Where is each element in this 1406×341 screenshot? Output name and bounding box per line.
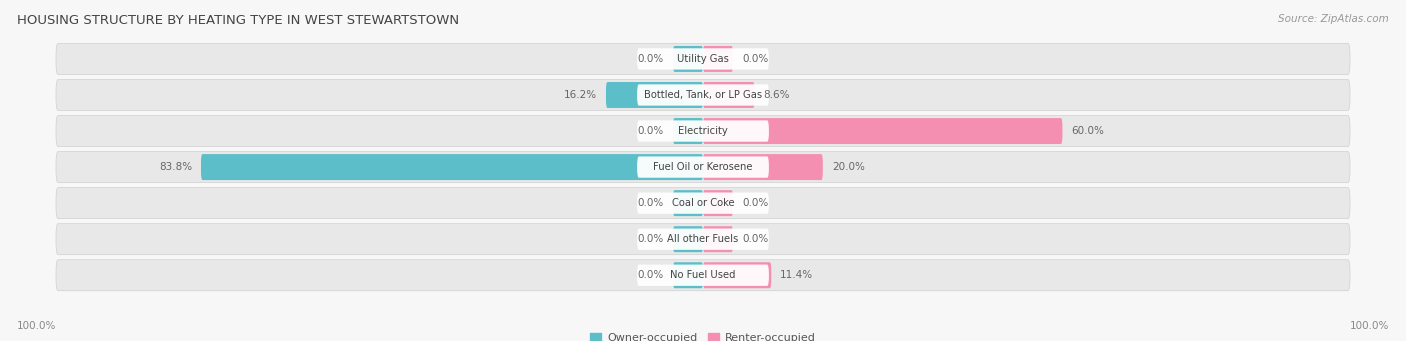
Text: No Fuel Used: No Fuel Used (671, 270, 735, 280)
Text: 0.0%: 0.0% (638, 126, 664, 136)
FancyBboxPatch shape (673, 118, 703, 144)
FancyBboxPatch shape (56, 188, 1350, 219)
FancyBboxPatch shape (673, 190, 703, 216)
Text: 60.0%: 60.0% (1071, 126, 1104, 136)
FancyBboxPatch shape (703, 262, 772, 288)
FancyBboxPatch shape (703, 154, 823, 180)
Text: 100.0%: 100.0% (1350, 321, 1389, 331)
FancyBboxPatch shape (673, 226, 703, 252)
FancyBboxPatch shape (637, 157, 769, 178)
FancyBboxPatch shape (637, 120, 769, 142)
Text: Bottled, Tank, or LP Gas: Bottled, Tank, or LP Gas (644, 90, 762, 100)
Text: 0.0%: 0.0% (638, 54, 664, 64)
FancyBboxPatch shape (56, 152, 1350, 182)
Text: 0.0%: 0.0% (742, 234, 768, 244)
FancyBboxPatch shape (56, 116, 1350, 147)
Legend: Owner-occupied, Renter-occupied: Owner-occupied, Renter-occupied (591, 333, 815, 341)
Text: 83.8%: 83.8% (159, 162, 193, 172)
Text: 11.4%: 11.4% (780, 270, 814, 280)
FancyBboxPatch shape (606, 82, 703, 108)
Text: 0.0%: 0.0% (742, 54, 768, 64)
Text: 0.0%: 0.0% (742, 198, 768, 208)
FancyBboxPatch shape (703, 190, 733, 216)
FancyBboxPatch shape (673, 46, 703, 72)
FancyBboxPatch shape (637, 228, 769, 250)
FancyBboxPatch shape (637, 193, 769, 214)
Text: HOUSING STRUCTURE BY HEATING TYPE IN WEST STEWARTSTOWN: HOUSING STRUCTURE BY HEATING TYPE IN WES… (17, 14, 458, 27)
FancyBboxPatch shape (56, 224, 1350, 255)
FancyBboxPatch shape (703, 46, 733, 72)
FancyBboxPatch shape (56, 43, 1350, 74)
FancyBboxPatch shape (673, 262, 703, 288)
Text: 20.0%: 20.0% (832, 162, 865, 172)
Text: All other Fuels: All other Fuels (668, 234, 738, 244)
FancyBboxPatch shape (703, 226, 733, 252)
Text: 0.0%: 0.0% (638, 270, 664, 280)
FancyBboxPatch shape (56, 79, 1350, 110)
Text: Fuel Oil or Kerosene: Fuel Oil or Kerosene (654, 162, 752, 172)
FancyBboxPatch shape (637, 265, 769, 286)
Text: 16.2%: 16.2% (564, 90, 598, 100)
Text: 0.0%: 0.0% (638, 198, 664, 208)
Text: 0.0%: 0.0% (638, 234, 664, 244)
FancyBboxPatch shape (703, 118, 1063, 144)
Text: 100.0%: 100.0% (17, 321, 56, 331)
FancyBboxPatch shape (56, 260, 1350, 291)
FancyBboxPatch shape (703, 82, 755, 108)
Text: Coal or Coke: Coal or Coke (672, 198, 734, 208)
FancyBboxPatch shape (201, 154, 703, 180)
Text: Utility Gas: Utility Gas (678, 54, 728, 64)
FancyBboxPatch shape (637, 48, 769, 70)
Text: Source: ZipAtlas.com: Source: ZipAtlas.com (1278, 14, 1389, 24)
FancyBboxPatch shape (637, 84, 769, 106)
Text: 8.6%: 8.6% (763, 90, 790, 100)
Text: Electricity: Electricity (678, 126, 728, 136)
